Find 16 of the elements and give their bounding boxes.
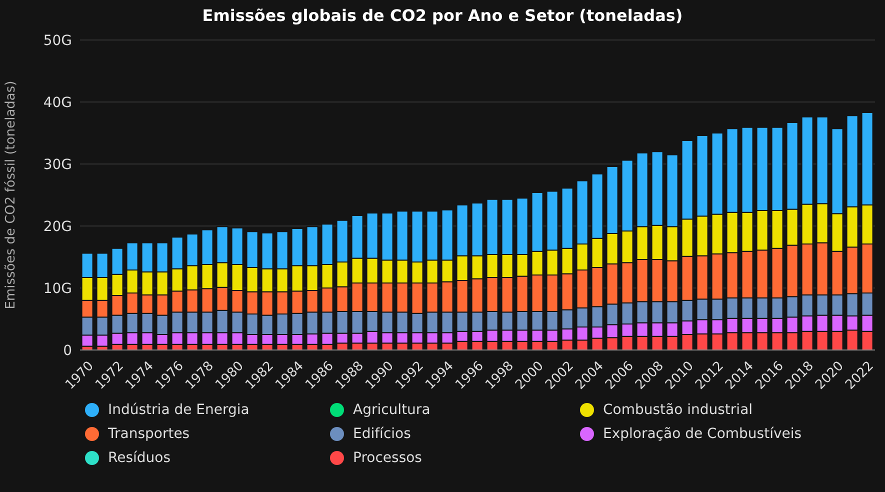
legend-label: Combustão industrial — [602, 402, 753, 418]
y-tick-label: 30G — [43, 156, 72, 173]
legend-label: Resíduos — [107, 450, 171, 466]
y-tick-label: 0 — [63, 342, 72, 359]
legend-label: Edifícios — [352, 426, 411, 442]
y-tick-label: 40G — [43, 94, 72, 111]
legend-label: Transportes — [107, 426, 190, 442]
y-axis-title: Emissões de CO2 fóssil (toneladas) — [4, 80, 19, 310]
y-tick-label: 10G — [43, 280, 72, 297]
legend-label: Indústria de Energia — [107, 402, 250, 418]
legend-label: Processos — [352, 450, 422, 466]
chart-title: Emissões globais de CO2 por Ano e Setor (toneladas) — [201, 6, 684, 25]
y-tick-label: 50G — [43, 32, 72, 49]
legend-label: Agricultura — [352, 402, 430, 418]
y-tick-label: 20G — [43, 218, 72, 235]
legend-label: Exploração de Combustíveis — [602, 426, 802, 442]
